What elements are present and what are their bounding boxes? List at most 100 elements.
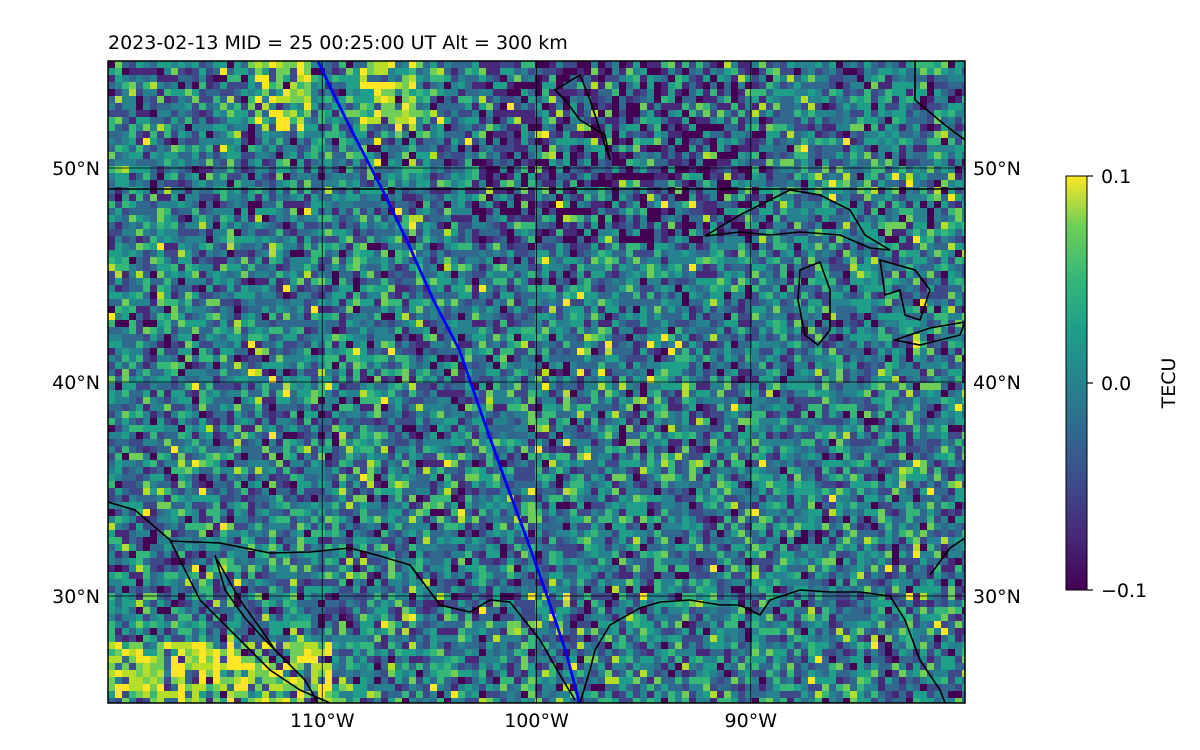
tec-cell	[962, 264, 965, 271]
tec-cell	[899, 271, 906, 278]
tec-cell	[318, 110, 325, 117]
tec-cell	[311, 68, 318, 75]
tec-cell	[570, 327, 577, 334]
tec-cell	[444, 75, 451, 82]
tec-cell	[472, 138, 479, 145]
tec-cell	[843, 75, 850, 82]
tec-cell	[934, 159, 941, 166]
tec-cell	[563, 299, 570, 306]
tec-cell	[759, 68, 766, 75]
tec-cell	[353, 341, 360, 348]
tec-cell	[794, 138, 801, 145]
tec-cell	[654, 194, 661, 201]
tec-cell	[892, 229, 899, 236]
tec-cell	[857, 89, 864, 96]
tec-cell	[612, 82, 619, 89]
tec-cell	[668, 264, 675, 271]
tec-cell	[346, 61, 353, 68]
tec-cell	[598, 89, 605, 96]
tec-cell	[430, 292, 437, 299]
tec-cell	[297, 117, 304, 124]
tec-cell	[703, 96, 710, 103]
tec-cell	[563, 194, 570, 201]
tec-cell	[556, 292, 563, 299]
tec-cell	[248, 236, 255, 243]
tec-cell	[780, 222, 787, 229]
tec-cell	[801, 208, 808, 215]
tec-cell	[556, 327, 563, 334]
tec-cell	[668, 166, 675, 173]
tec-cell	[108, 103, 115, 110]
tec-cell	[843, 243, 850, 250]
tec-cell	[605, 89, 612, 96]
tec-cell	[871, 327, 878, 334]
tec-cell	[311, 180, 318, 187]
tec-cell	[346, 110, 353, 117]
tec-cell	[220, 159, 227, 166]
tec-cell	[808, 124, 815, 131]
tec-cell	[416, 299, 423, 306]
tec-cell	[374, 152, 381, 159]
tec-cell	[213, 264, 220, 271]
tec-cell	[255, 61, 262, 68]
tec-cell	[206, 75, 213, 82]
tec-cell	[465, 166, 472, 173]
tec-cell	[423, 215, 430, 222]
tec-cell	[605, 250, 612, 257]
tec-cell	[605, 166, 612, 173]
tec-cell	[507, 299, 514, 306]
tec-cell	[255, 194, 262, 201]
tec-cell	[213, 166, 220, 173]
tec-cell	[598, 159, 605, 166]
tec-cell	[836, 145, 843, 152]
tec-cell	[633, 68, 640, 75]
tec-cell	[304, 201, 311, 208]
tec-cell	[143, 131, 150, 138]
tec-cell	[269, 89, 276, 96]
tec-cell	[325, 117, 332, 124]
tec-cell	[262, 264, 269, 271]
tec-cell	[640, 75, 647, 82]
tec-cell	[444, 243, 451, 250]
tec-cell	[297, 292, 304, 299]
tec-cell	[122, 306, 129, 313]
tec-cell	[297, 243, 304, 250]
tec-cell	[493, 131, 500, 138]
tec-cell	[570, 215, 577, 222]
tec-cell	[178, 299, 185, 306]
tec-cell	[710, 187, 717, 194]
tec-cell	[304, 299, 311, 306]
tec-cell	[318, 208, 325, 215]
tec-cell	[745, 292, 752, 299]
tec-cell	[220, 285, 227, 292]
tec-cell	[808, 320, 815, 327]
tec-cell	[549, 68, 556, 75]
tec-cell	[857, 75, 864, 82]
tec-cell	[752, 208, 759, 215]
tec-cell	[290, 215, 297, 222]
tec-cell	[458, 82, 465, 89]
tec-cell	[241, 236, 248, 243]
tec-cell	[248, 222, 255, 229]
tec-cell	[633, 201, 640, 208]
tec-cell	[437, 82, 444, 89]
tec-cell	[528, 152, 535, 159]
tec-cell	[325, 138, 332, 145]
tec-cell	[122, 271, 129, 278]
tec-cell	[913, 89, 920, 96]
tec-cell	[836, 110, 843, 117]
tec-cell	[927, 229, 934, 236]
tec-cell	[157, 341, 164, 348]
tec-cell	[892, 292, 899, 299]
tec-cell	[801, 145, 808, 152]
tec-cell	[423, 124, 430, 131]
tec-cell	[402, 68, 409, 75]
tec-cell	[500, 250, 507, 257]
tec-cell	[654, 264, 661, 271]
tec-cell	[164, 250, 171, 257]
tec-cell	[955, 306, 962, 313]
tec-cell	[213, 152, 220, 159]
tec-cell	[836, 257, 843, 264]
tec-cell	[696, 166, 703, 173]
tec-cell	[157, 180, 164, 187]
